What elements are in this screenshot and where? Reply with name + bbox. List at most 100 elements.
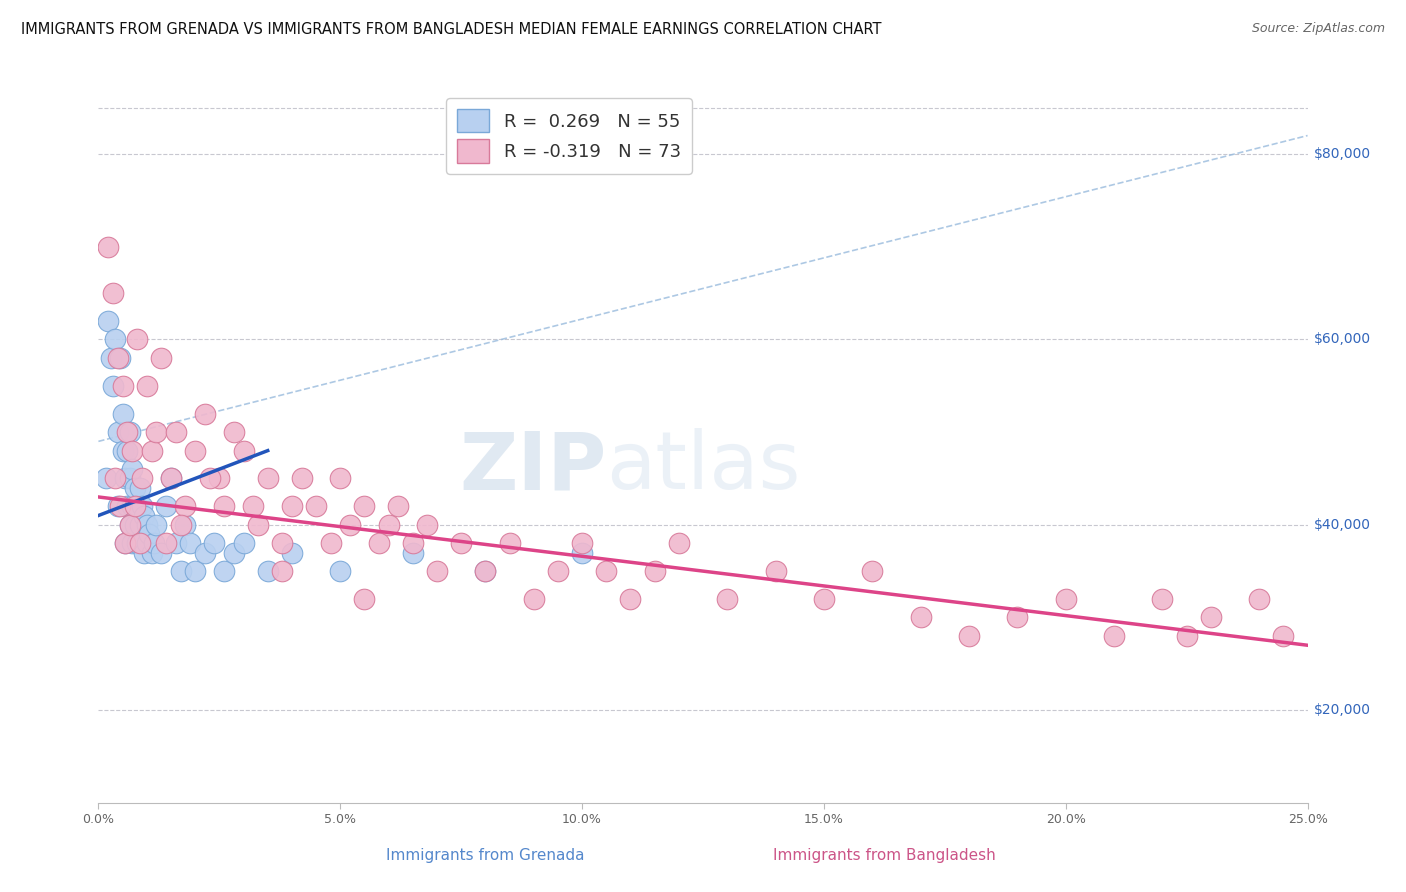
Point xyxy=(118,517,141,532)
Point xyxy=(145,425,167,439)
Text: Immigrants from Grenada: Immigrants from Grenada xyxy=(387,848,585,863)
Point xyxy=(198,471,221,485)
Point xyxy=(232,536,254,550)
Text: $80,000: $80,000 xyxy=(1313,147,1371,161)
Point xyxy=(111,407,134,421)
Point xyxy=(134,508,156,523)
Point xyxy=(242,500,264,514)
Point xyxy=(134,545,156,559)
Point xyxy=(256,471,278,485)
Point xyxy=(118,425,141,439)
Point xyxy=(204,536,226,550)
Text: Source: ZipAtlas.com: Source: ZipAtlas.com xyxy=(1251,22,1385,36)
Point xyxy=(957,629,980,643)
Point xyxy=(111,378,134,392)
Point xyxy=(1152,591,1174,606)
Point xyxy=(117,425,139,439)
Legend: R =  0.269   N = 55, R = -0.319   N = 73: R = 0.269 N = 55, R = -0.319 N = 73 xyxy=(446,98,692,174)
Point xyxy=(290,471,312,485)
Point xyxy=(114,536,136,550)
Point xyxy=(138,527,160,541)
Text: atlas: atlas xyxy=(606,428,800,507)
Point xyxy=(208,471,231,485)
Point xyxy=(377,517,399,532)
Point xyxy=(212,500,235,514)
Point xyxy=(387,500,409,514)
Point xyxy=(143,536,166,550)
Point xyxy=(124,481,146,495)
Point xyxy=(124,500,146,514)
Point xyxy=(100,351,122,365)
Point xyxy=(128,517,150,532)
Point xyxy=(117,443,139,458)
Text: $60,000: $60,000 xyxy=(1313,333,1371,346)
Point xyxy=(141,443,163,458)
Point xyxy=(716,591,738,606)
Point xyxy=(1272,629,1295,643)
Point xyxy=(1199,610,1222,624)
Point xyxy=(97,314,120,328)
Point xyxy=(222,425,245,439)
Point xyxy=(94,471,117,485)
Point xyxy=(169,564,191,578)
Point xyxy=(118,517,141,532)
Point xyxy=(145,517,167,532)
Text: Immigrants from Bangladesh: Immigrants from Bangladesh xyxy=(773,848,995,863)
Point xyxy=(127,333,149,347)
Point xyxy=(450,536,472,550)
Point xyxy=(174,500,197,514)
Point xyxy=(547,564,569,578)
Point xyxy=(150,545,173,559)
Point xyxy=(1102,629,1125,643)
Point xyxy=(141,545,163,559)
Point xyxy=(127,500,149,514)
Point xyxy=(571,536,593,550)
Point xyxy=(150,351,173,365)
Point xyxy=(523,591,546,606)
Point xyxy=(247,517,270,532)
Point xyxy=(368,536,391,550)
Point xyxy=(319,536,342,550)
Point xyxy=(174,517,197,532)
Point xyxy=(281,500,304,514)
Point xyxy=(1054,591,1077,606)
Point xyxy=(104,333,127,347)
Point xyxy=(107,425,129,439)
Point xyxy=(305,500,328,514)
Point xyxy=(131,536,153,550)
Point xyxy=(271,536,294,550)
Point xyxy=(135,378,157,392)
Point xyxy=(155,536,177,550)
Point xyxy=(329,564,352,578)
Point xyxy=(165,425,187,439)
Point xyxy=(121,462,143,476)
Point xyxy=(339,517,361,532)
Point xyxy=(212,564,235,578)
Point xyxy=(155,500,177,514)
Point xyxy=(121,500,143,514)
Point xyxy=(910,610,932,624)
Point xyxy=(1175,629,1198,643)
Point xyxy=(1007,610,1029,624)
Point xyxy=(232,443,254,458)
Point xyxy=(474,564,496,578)
Point xyxy=(121,536,143,550)
Point xyxy=(353,500,375,514)
Point xyxy=(107,351,129,365)
Text: ZIP: ZIP xyxy=(458,428,606,507)
Point xyxy=(107,500,129,514)
Point xyxy=(124,517,146,532)
Point xyxy=(165,536,187,550)
Point xyxy=(127,536,149,550)
Point xyxy=(668,536,690,550)
Point xyxy=(111,443,134,458)
Point xyxy=(131,500,153,514)
Point xyxy=(329,471,352,485)
Point xyxy=(114,471,136,485)
Point xyxy=(179,536,201,550)
Point xyxy=(644,564,666,578)
Point xyxy=(97,240,120,254)
Point xyxy=(1249,591,1271,606)
Point xyxy=(128,481,150,495)
Text: IMMIGRANTS FROM GRENADA VS IMMIGRANTS FROM BANGLADESH MEDIAN FEMALE EARNINGS COR: IMMIGRANTS FROM GRENADA VS IMMIGRANTS FR… xyxy=(21,22,882,37)
